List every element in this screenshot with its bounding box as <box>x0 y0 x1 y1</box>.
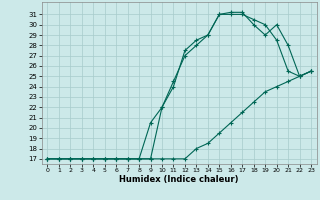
X-axis label: Humidex (Indice chaleur): Humidex (Indice chaleur) <box>119 175 239 184</box>
